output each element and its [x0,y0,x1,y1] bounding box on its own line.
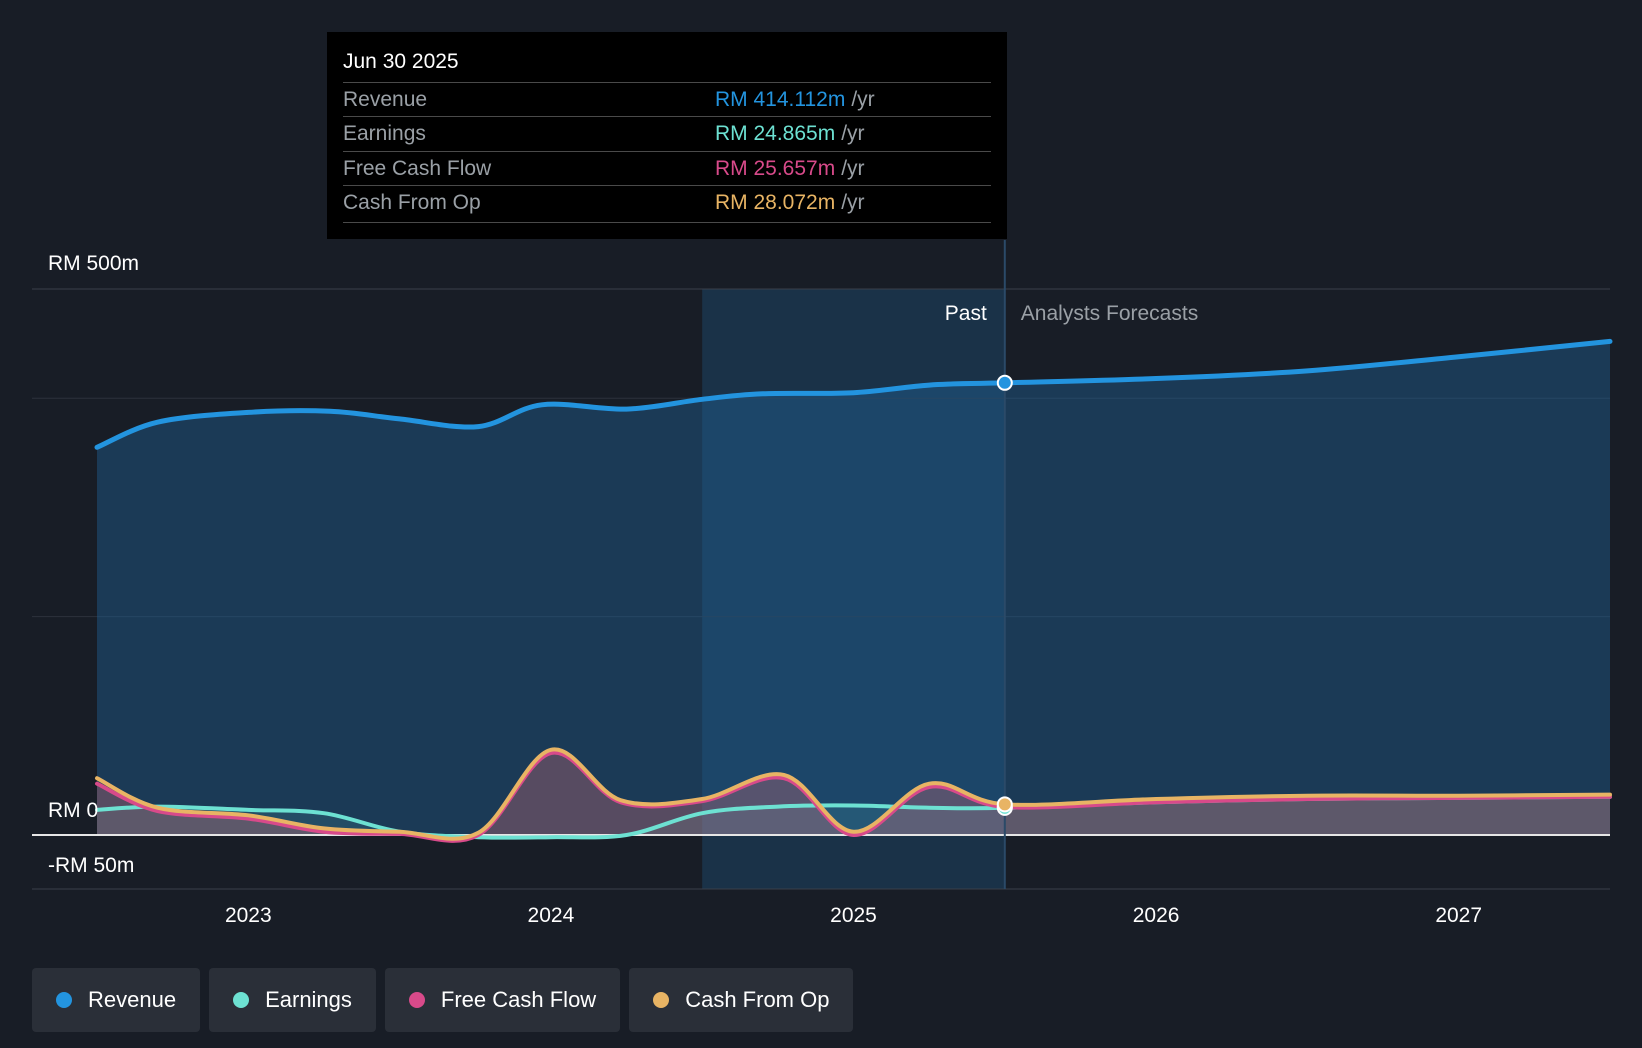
y-axis-label: -RM 50m [48,854,134,877]
legend: Revenue Earnings Free Cash Flow Cash Fro… [32,968,854,1032]
earnings-area [97,796,1610,838]
tooltip-value: RM 25.657m/yr [715,157,865,180]
past-label: Past [945,302,987,325]
x-tick-label: 2023 [225,904,272,927]
tooltip-row-cfo: Cash From Op RM 28.072m/yr [343,185,991,220]
tooltip-value: RM 24.865m/yr [715,122,865,145]
legend-label: Earnings [265,987,352,1012]
cash-from-op-area [97,749,1610,839]
revenue-area [97,341,1610,835]
legend-label: Free Cash Flow [440,987,597,1012]
legend-item-revenue[interactable]: Revenue [32,968,201,1032]
tooltip-label: Revenue [343,88,428,111]
legend-item-earnings[interactable]: Earnings [209,968,376,1032]
tooltip-row-revenue: Revenue RM 414.112m/yr [343,82,991,117]
cash-from-op-line [95,747,1612,841]
legend-label: Cash From Op [685,987,830,1012]
y-axis-label: RM 0 [48,799,98,822]
tooltip-divider [343,222,991,223]
tooltip-label: Free Cash Flow [343,157,492,180]
y-axis-label: RM 500m [48,252,139,275]
x-tick-label: 2025 [830,904,877,927]
free-cash-flow-line [95,750,1612,843]
revenue-dot-icon [56,992,72,1008]
x-tick-label: 2024 [528,904,575,927]
cash-from-op-marker [996,796,1013,813]
legend-item-cash-from-op[interactable]: Cash From Op [629,968,854,1032]
x-tick-label: 2026 [1133,904,1180,927]
tooltip-label: Earnings [343,122,426,145]
earnings-dot-icon [233,992,250,1008]
free-cash-flow-area [97,752,1610,841]
tooltip-row-fcf: Free Cash Flow RM 25.657m/yr [343,151,991,186]
legend-item-free-cash-flow[interactable]: Free Cash Flow [384,968,621,1032]
legend-label: Revenue [88,987,177,1012]
forecast-label: Analysts Forecasts [1021,302,1198,325]
tooltip-value: RM 28.072m/yr [715,191,865,214]
tooltip: Jun 30 2025 Revenue RM 414.112m/yr Earni… [327,32,1007,239]
tooltip-value: RM 414.112m/yr [715,88,875,111]
free-cash-flow-dot-icon [408,992,425,1008]
cash-from-op-dot-icon [653,992,670,1008]
tooltip-row-earnings: Earnings RM 24.865m/yr [343,116,991,151]
revenue-marker [996,374,1013,391]
tooltip-date: Jun 30 2025 [343,50,459,73]
revenue-line [94,338,1613,450]
x-tick-label: 2027 [1435,904,1482,927]
tooltip-label: Cash From Op [343,191,481,214]
